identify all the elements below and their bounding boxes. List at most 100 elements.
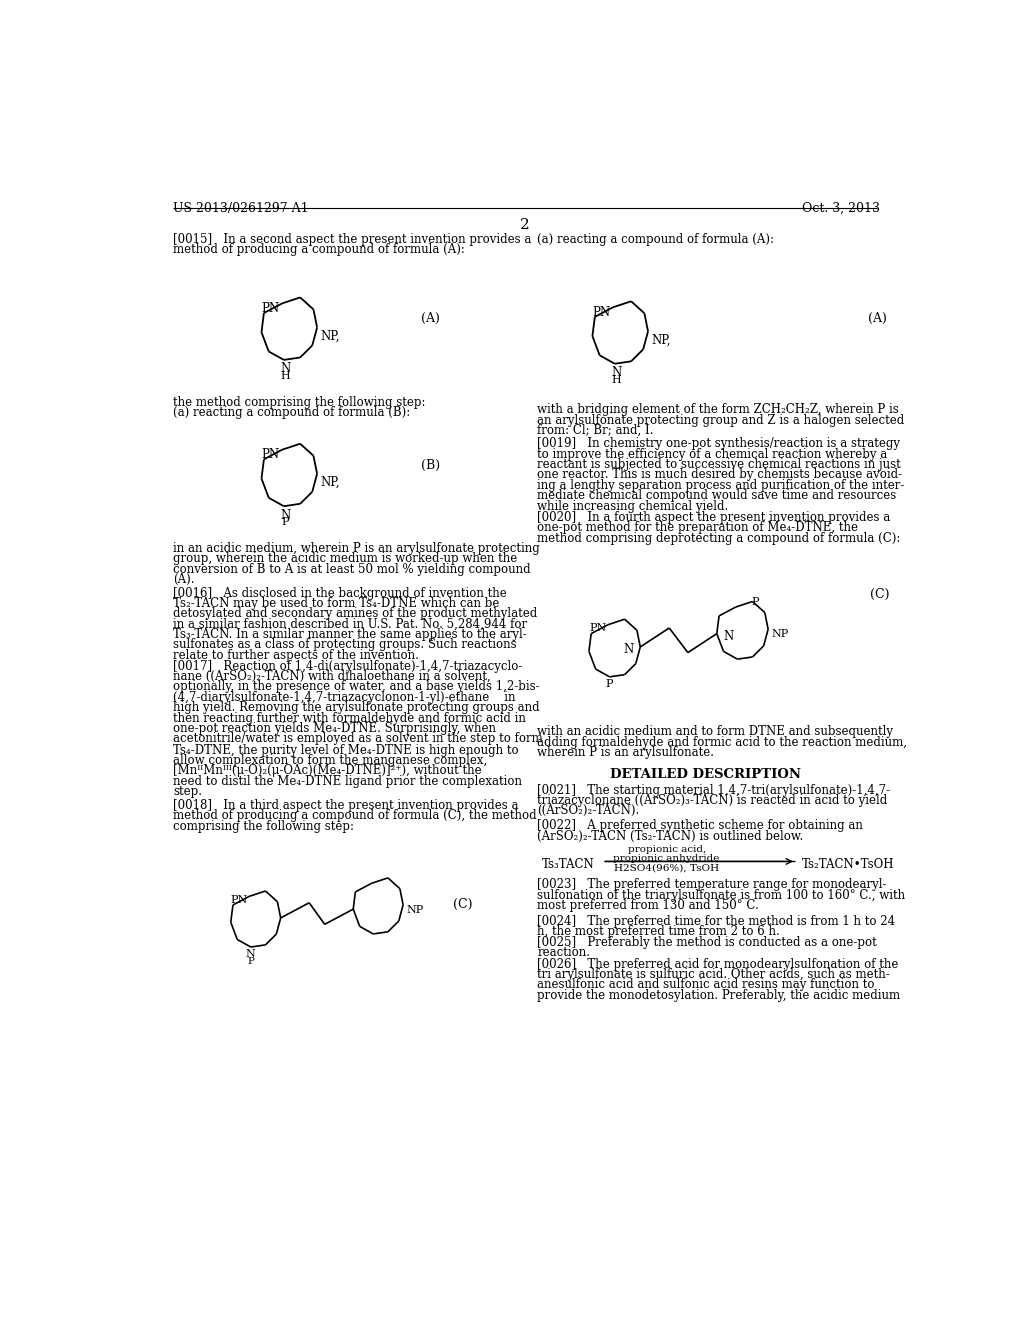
Text: N: N — [281, 508, 291, 521]
Text: 2: 2 — [520, 218, 529, 232]
Text: one reactor. This is much desired by chemists because avoid-: one reactor. This is much desired by che… — [538, 469, 902, 482]
Text: h, the most preferred time from 2 to 6 h.: h, the most preferred time from 2 to 6 h… — [538, 925, 780, 939]
Text: (C): (C) — [870, 589, 890, 601]
Text: Oct. 3, 2013: Oct. 3, 2013 — [802, 202, 880, 215]
Text: (ArSO₂)₂-TACN (Ts₂-TACN) is outlined below.: (ArSO₂)₂-TACN (Ts₂-TACN) is outlined bel… — [538, 829, 804, 842]
Text: one-pot reaction yields Me₄-DTNE. Surprisingly, when: one-pot reaction yields Me₄-DTNE. Surpri… — [173, 722, 496, 735]
Text: PN: PN — [593, 306, 610, 318]
Text: PN: PN — [261, 302, 280, 315]
Text: P: P — [248, 957, 254, 966]
Text: most preferred from 130 and 150° C.: most preferred from 130 and 150° C. — [538, 899, 759, 912]
Text: [0022]   A preferred synthetic scheme for obtaining an: [0022] A preferred synthetic scheme for … — [538, 818, 863, 832]
Text: sulfonation of the triarylsulfonate is from 100 to 160° C., with: sulfonation of the triarylsulfonate is f… — [538, 888, 905, 902]
Text: [0026]   The preferred acid for monodearylsulfonation of the: [0026] The preferred acid for monodearyl… — [538, 958, 899, 970]
Text: allow complexation to form the manganese complex,: allow complexation to form the manganese… — [173, 754, 487, 767]
Text: tri arylsulfonate is sulfuric acid. Other acids, such as meth-: tri arylsulfonate is sulfuric acid. Othe… — [538, 968, 890, 981]
Text: high yield. Removing the arylsulfonate protecting groups and: high yield. Removing the arylsulfonate p… — [173, 701, 540, 714]
Text: triazacyclonane ((ArSO₂)₃-TACN) is reacted in acid to yield: triazacyclonane ((ArSO₂)₃-TACN) is react… — [538, 795, 888, 807]
Text: optionally, in the presence of water, and a base yields 1,2-bis-: optionally, in the presence of water, an… — [173, 681, 540, 693]
Text: while increasing chemical yield.: while increasing chemical yield. — [538, 499, 728, 512]
Text: N: N — [624, 643, 634, 656]
Text: adding formaldehyde and formic acid to the reaction medium,: adding formaldehyde and formic acid to t… — [538, 735, 907, 748]
Text: from: Cl; Br; and, I.: from: Cl; Br; and, I. — [538, 424, 653, 437]
Text: (A): (A) — [421, 313, 440, 326]
Text: Ts₄-DTNE, the purity level of Me₄-DTNE is high enough to: Ts₄-DTNE, the purity level of Me₄-DTNE i… — [173, 743, 518, 756]
Text: (B): (B) — [421, 459, 440, 471]
Text: H: H — [281, 371, 290, 380]
Text: ing a lengthy separation process and purification of the inter-: ing a lengthy separation process and pur… — [538, 479, 904, 492]
Text: reaction.: reaction. — [538, 946, 590, 960]
Text: step.: step. — [173, 785, 202, 799]
Text: ((ArSO₂)₂-TACN).: ((ArSO₂)₂-TACN). — [538, 804, 639, 817]
Text: method comprising deprotecting a compound of formula (C):: method comprising deprotecting a compoun… — [538, 532, 900, 545]
Text: NP: NP — [407, 904, 424, 915]
Text: propionic acid,: propionic acid, — [628, 845, 706, 854]
Text: H2SO4(96%), TsOH: H2SO4(96%), TsOH — [614, 863, 719, 873]
Text: relate to further aspects of the invention.: relate to further aspects of the inventi… — [173, 649, 419, 661]
Text: [0024]   The preferred time for the method is from 1 h to 24: [0024] The preferred time for the method… — [538, 915, 895, 928]
Text: Ts₃-TACN. In a similar manner the same applies to the aryl-: Ts₃-TACN. In a similar manner the same a… — [173, 628, 526, 642]
Text: [0015]   In a second aspect the present invention provides a: [0015] In a second aspect the present in… — [173, 234, 531, 246]
Text: group, wherein the acidic medium is worked-up when the: group, wherein the acidic medium is work… — [173, 552, 517, 565]
Text: (A): (A) — [868, 313, 887, 326]
Text: US 2013/0261297 A1: US 2013/0261297 A1 — [173, 202, 308, 215]
Text: Ts₂TACN•TsOH: Ts₂TACN•TsOH — [802, 858, 895, 871]
Text: wherein P is an arylsulfonate.: wherein P is an arylsulfonate. — [538, 746, 714, 759]
Text: [0023]   The preferred temperature range for monodearyl-: [0023] The preferred temperature range f… — [538, 878, 887, 891]
Text: with a bridging element of the form ZCH₂CH₂Z, wherein P is: with a bridging element of the form ZCH₂… — [538, 404, 899, 416]
Text: N: N — [723, 630, 733, 643]
Text: reactant is subjected to successive chemical reactions in just: reactant is subjected to successive chem… — [538, 458, 901, 471]
Text: NP: NP — [771, 630, 788, 639]
Text: method of producing a compound of formula (A):: method of producing a compound of formul… — [173, 243, 465, 256]
Text: then reacting further with formaldehyde and formic acid in: then reacting further with formaldehyde … — [173, 711, 526, 725]
Text: (a) reacting a compound of formula (A):: (a) reacting a compound of formula (A): — [538, 234, 774, 246]
Text: PN: PN — [589, 623, 606, 634]
Text: provide the monodetosylation. Preferably, the acidic medium: provide the monodetosylation. Preferably… — [538, 989, 900, 1002]
Text: N: N — [611, 366, 622, 379]
Text: need to distil the Me₄-DTNE ligand prior the complexation: need to distil the Me₄-DTNE ligand prior… — [173, 775, 522, 788]
Text: one-pot method for the preparation of Me₄-DTNE, the: one-pot method for the preparation of Me… — [538, 521, 858, 535]
Text: propionic anhydride: propionic anhydride — [613, 854, 720, 863]
Text: Ts₃TACN: Ts₃TACN — [542, 858, 595, 871]
Text: NP,: NP, — [321, 330, 340, 343]
Text: NP,: NP, — [651, 334, 671, 347]
Text: nane ((ArSO₂)₂-TACN) with dihaloethane in a solvent,: nane ((ArSO₂)₂-TACN) with dihaloethane i… — [173, 671, 490, 682]
Text: acetonitrile/water is employed as a solvent in the step to form: acetonitrile/water is employed as a solv… — [173, 733, 543, 746]
Text: H: H — [611, 375, 622, 384]
Text: sulfonates as a class of protecting groups. Such reactions: sulfonates as a class of protecting grou… — [173, 639, 516, 652]
Text: PN: PN — [230, 895, 248, 904]
Text: P: P — [751, 597, 759, 607]
Text: the method comprising the following step:: the method comprising the following step… — [173, 396, 425, 409]
Text: N: N — [246, 949, 256, 960]
Text: mediate chemical compound would save time and resources: mediate chemical compound would save tim… — [538, 490, 896, 502]
Text: in an acidic medium, wherein P is an arylsulfonate protecting: in an acidic medium, wherein P is an ary… — [173, 543, 540, 554]
Text: PN: PN — [261, 449, 280, 461]
Text: (C): (C) — [454, 898, 473, 911]
Text: DETAILED DESCRIPTION: DETAILED DESCRIPTION — [610, 768, 801, 781]
Text: Ts₂-TACN may be used to form Ts₄-DTNE which can be: Ts₂-TACN may be used to form Ts₄-DTNE wh… — [173, 597, 500, 610]
Text: conversion of B to A is at least 50 mol % yielding compound: conversion of B to A is at least 50 mol … — [173, 562, 530, 576]
Text: [0020]   In a fourth aspect the present invention provides a: [0020] In a fourth aspect the present in… — [538, 511, 891, 524]
Text: in a similar fashion described in U.S. Pat. No. 5,284,944 for: in a similar fashion described in U.S. P… — [173, 618, 527, 631]
Text: N: N — [281, 362, 291, 375]
Text: [0025]   Preferably the method is conducted as a one-pot: [0025] Preferably the method is conducte… — [538, 936, 877, 949]
Text: to improve the efficiency of a chemical reaction whereby a: to improve the efficiency of a chemical … — [538, 447, 888, 461]
Text: (a) reacting a compound of formula (B):: (a) reacting a compound of formula (B): — [173, 407, 411, 418]
Text: (A).: (A). — [173, 573, 195, 586]
Text: (4,7-diarylsulfonate-1,4,7-triazacyclonon-1-yl)-ethane    in: (4,7-diarylsulfonate-1,4,7-triazacyclono… — [173, 690, 515, 704]
Text: P: P — [282, 517, 289, 527]
Text: detosylated and secondary amines of the product methylated: detosylated and secondary amines of the … — [173, 607, 538, 620]
Text: [0016]   As disclosed in the background of invention the: [0016] As disclosed in the background of… — [173, 586, 507, 599]
Text: NP,: NP, — [321, 477, 340, 490]
Text: [MnᴵᴵMnᴵᴵᴵ(μ-O)₂(μ-OAc)(Me₄-DTNE)]²⁺), without the: [MnᴵᴵMnᴵᴵᴵ(μ-O)₂(μ-OAc)(Me₄-DTNE)]²⁺), w… — [173, 764, 481, 777]
Text: anesulfonic acid and sulfonic acid resins may function to: anesulfonic acid and sulfonic acid resin… — [538, 978, 874, 991]
Text: with an acidic medium and to form DTNE and subsequently: with an acidic medium and to form DTNE a… — [538, 725, 893, 738]
Text: [0018]   In a third aspect the present invention provides a: [0018] In a third aspect the present inv… — [173, 799, 518, 812]
Text: comprising the following step:: comprising the following step: — [173, 820, 354, 833]
Text: [0017]   Reaction of 1,4-di(arylsulfonate)-1,4,7-triazacyclo-: [0017] Reaction of 1,4-di(arylsulfonate)… — [173, 660, 522, 673]
Text: P: P — [606, 680, 613, 689]
Text: [0019]   In chemistry one-pot synthesis/reaction is a strategy: [0019] In chemistry one-pot synthesis/re… — [538, 437, 900, 450]
Text: an arylsulfonate protecting group and Z is a halogen selected: an arylsulfonate protecting group and Z … — [538, 413, 904, 426]
Text: [0021]   The starting material 1,4,7-tri(arylsulfonate)-1,4,7-: [0021] The starting material 1,4,7-tri(a… — [538, 784, 890, 797]
Text: method of producing a compound of formula (C), the method: method of producing a compound of formul… — [173, 809, 537, 822]
